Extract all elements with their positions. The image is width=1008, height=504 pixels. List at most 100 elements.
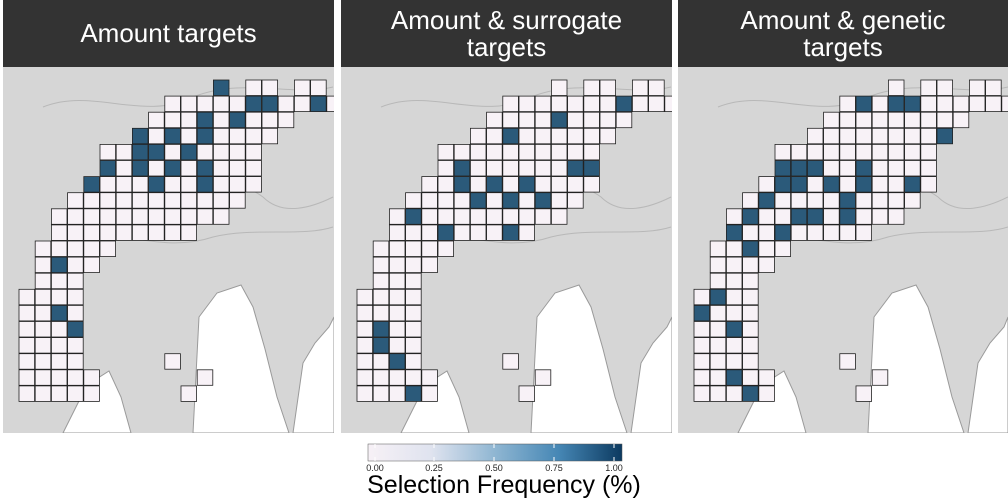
planning-unit [164,144,181,161]
planning-unit [709,353,727,370]
planning-unit [936,111,954,129]
eastern-coast [967,316,1008,433]
panel-title: Amount & genetic targets [678,0,1008,67]
planning-unit [67,224,84,241]
planning-unit [904,160,921,177]
planning-unit-selected [709,288,727,306]
planning-unit [83,208,100,225]
planning-unit [985,95,1002,113]
planning-unit [421,240,438,257]
legend-tick: 0.25 [425,463,443,473]
planning-unit [871,95,889,113]
planning-unit [437,144,455,161]
planning-unit [871,369,889,386]
planning-unit-selected [51,256,68,274]
planning-unit [534,208,552,225]
planning-unit [920,144,937,161]
planning-unit [51,288,68,306]
planning-unit [389,272,406,290]
planning-unit [67,256,84,274]
planning-unit [180,224,198,241]
planning-unit [356,288,374,306]
planning-unit [550,160,568,177]
planning-unit [389,337,406,354]
planning-unit [83,256,100,274]
planning-unit-selected [212,79,230,96]
planning-unit [534,369,552,386]
planning-unit [855,224,873,241]
planning-unit [664,95,672,113]
planning-unit [583,176,600,193]
planning-unit [389,208,406,225]
planning-unit [871,176,889,193]
planning-unit [952,111,970,129]
planning-unit [486,192,503,209]
planning-unit [887,144,905,161]
planning-unit-selected [583,160,600,177]
planning-unit-selected [742,385,759,402]
planning-unit [180,385,198,402]
planning-unit [985,79,1002,96]
planning-unit [599,79,617,96]
planning-unit-selected [51,304,68,322]
planning-unit [920,95,937,113]
planning-unit [904,111,921,129]
planning-unit-selected [839,192,856,209]
planning-unit [550,208,568,225]
planning-unit [453,224,471,241]
planning-unit [356,353,374,370]
planning-unit [871,144,889,161]
planning-unit-selected [855,160,873,177]
colorbar [367,443,623,462]
planning-unit [83,385,100,402]
planning-unit-selected [518,176,536,193]
planning-unit [726,208,743,225]
planning-unit-selected [936,127,954,145]
planning-unit [196,208,214,225]
planning-unit [164,192,181,209]
planning-unit [855,192,873,209]
planning-unit [790,144,808,161]
planning-unit-selected [372,321,390,338]
planning-unit [18,337,36,354]
map-area [341,67,672,433]
planning-unit [855,144,873,161]
planning-unit [726,304,743,322]
planning-unit [936,95,954,113]
adriatic-sea [867,284,965,433]
planning-unit [229,95,246,113]
planning-unit [709,272,727,290]
planning-unit [583,127,600,145]
planning-unit [742,192,759,209]
planning-unit [904,144,921,161]
planning-unit [839,353,856,370]
planning-unit [469,208,487,225]
planning-unit [405,240,422,257]
planning-unit-selected [196,111,214,129]
planning-unit [486,160,503,177]
planning-unit [693,353,711,370]
planning-unit [405,337,422,354]
planning-unit [405,272,422,290]
planning-unit [486,208,503,225]
planning-unit [469,144,487,161]
planning-unit [372,272,390,290]
planning-unit [742,353,759,370]
planning-unit [518,224,536,241]
planning-unit [887,127,905,145]
planning-unit [51,369,68,386]
planning-unit [599,95,617,113]
planning-unit-selected [486,176,503,193]
planning-unit [469,127,487,145]
panel-title: Amount targets [3,0,334,67]
planning-unit [567,144,584,161]
planning-unit [839,111,856,129]
panel-surrogate: Amount & surrogate targets [341,0,672,433]
planning-unit [293,79,311,96]
planning-unit [839,144,856,161]
planning-unit [356,321,374,338]
planning-unit [437,208,455,225]
planning-unit [229,144,246,161]
planning-unit [51,272,68,290]
planning-unit [310,79,327,96]
